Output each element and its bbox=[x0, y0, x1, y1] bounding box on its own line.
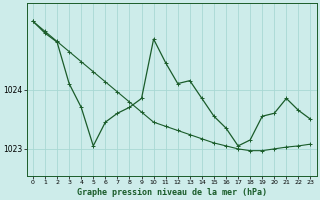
X-axis label: Graphe pression niveau de la mer (hPa): Graphe pression niveau de la mer (hPa) bbox=[77, 188, 267, 197]
